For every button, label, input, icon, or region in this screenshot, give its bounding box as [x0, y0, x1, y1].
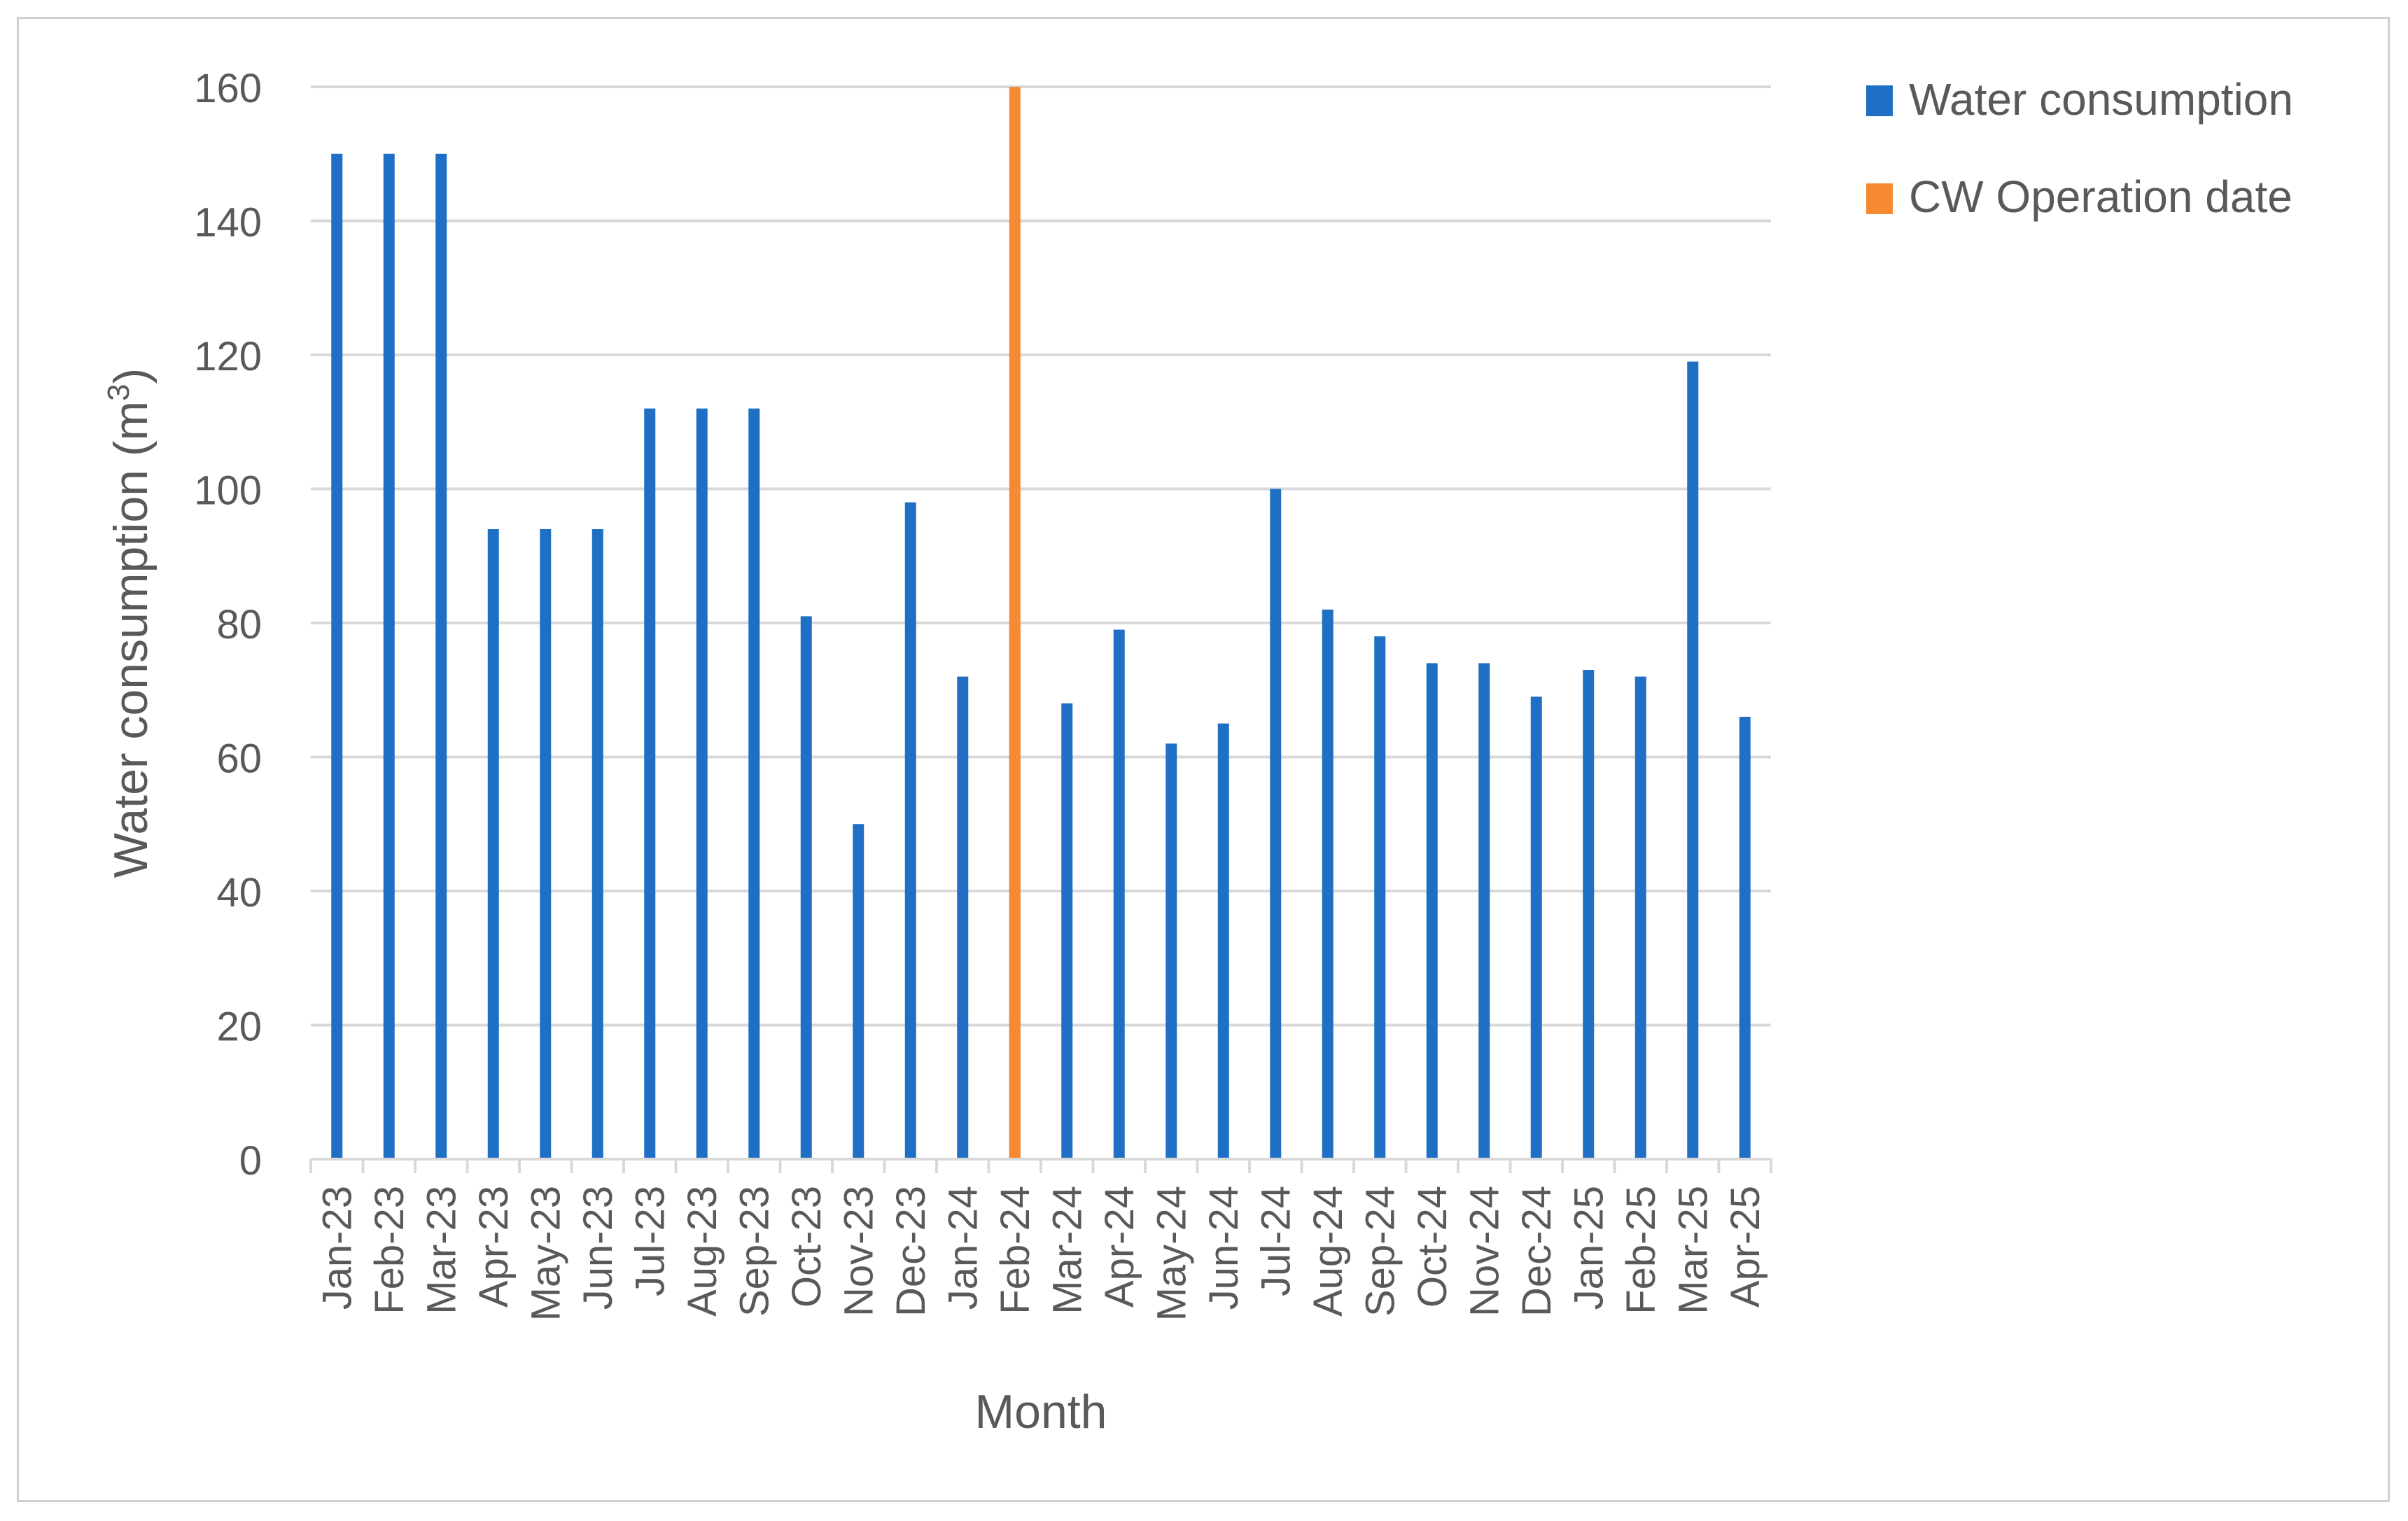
bar-water-consumption	[748, 408, 760, 1159]
bar-water-consumption	[800, 616, 812, 1159]
y-tick-label: 140	[194, 200, 262, 246]
y-tick-labels: 0 20 40 60 80 100 120 140 160	[194, 66, 262, 1184]
bar-water-consumption	[957, 676, 969, 1159]
bar-water-consumption	[1113, 629, 1125, 1159]
x-tick-label: Apr-23	[471, 1186, 517, 1308]
x-tick-label: May-23	[523, 1186, 568, 1321]
y-tick-label: 60	[216, 736, 262, 782]
x-tick-label: Jan-23	[314, 1186, 360, 1310]
legend-swatch-cw-operation-date	[1866, 183, 1893, 214]
bar-water-consumption	[1270, 489, 1282, 1159]
chart-frame	[17, 17, 2390, 1502]
bar-water-consumption	[1322, 609, 1334, 1159]
x-tick-label: Jul-23	[627, 1186, 673, 1296]
bar-water-consumption	[1061, 703, 1073, 1159]
x-tick-label: Apr-24	[1097, 1186, 1142, 1308]
bar-water-consumption	[1374, 636, 1386, 1159]
x-tick-label: Feb-24	[993, 1186, 1038, 1315]
bar-water-consumption	[853, 824, 864, 1159]
bar-water-consumption	[1583, 670, 1595, 1159]
y-tick-label: 160	[194, 66, 262, 111]
y-tick-label: 100	[194, 468, 262, 514]
x-tick-label: Aug-24	[1306, 1186, 1351, 1317]
y-axis-title-main: Water consumption (m	[104, 401, 158, 878]
x-tick-label: Nov-23	[836, 1186, 881, 1317]
x-tick-label: Jun-23	[575, 1186, 621, 1310]
bar-cw-operation-date	[1009, 87, 1021, 1159]
x-tick-label: Dec-23	[888, 1186, 934, 1317]
x-axis-title: Month	[975, 1385, 1107, 1438]
bar-water-consumption	[1478, 663, 1490, 1159]
y-axis-title: Water consumption (m3)	[102, 368, 158, 878]
x-tick-label: Aug-23	[680, 1186, 725, 1317]
y-tick-label: 120	[194, 334, 262, 379]
axis-layer	[309, 1158, 1772, 1173]
x-tick-label: Nov-24	[1462, 1186, 1507, 1317]
bar-layer	[331, 87, 1751, 1160]
x-tick-label: Jul-24	[1253, 1186, 1298, 1296]
bar-water-consumption	[592, 528, 603, 1159]
x-tick-label: Sep-23	[732, 1186, 777, 1317]
bar-water-consumption	[904, 502, 916, 1159]
bar-water-consumption	[331, 153, 343, 1159]
bar-water-consumption	[696, 408, 708, 1159]
bar-water-consumption	[1166, 743, 1177, 1159]
bar-water-consumption	[1687, 361, 1699, 1160]
x-tick-label: Feb-25	[1618, 1186, 1664, 1315]
x-tick-label: Oct-24	[1410, 1186, 1455, 1308]
x-tick-label: Jun-24	[1201, 1186, 1247, 1310]
x-tick-labels: Jan-23 Feb-23 Mar-23 Apr-23 May-23 Jun-23 Jul-…	[314, 1186, 1768, 1321]
x-tick-label: Mar-24	[1044, 1186, 1090, 1315]
legend-label-cw-operation-date: CW Operation date	[1909, 171, 2292, 222]
y-tick-label: 80	[216, 602, 262, 647]
grid-layer	[311, 85, 1771, 1027]
y-tick-label: 40	[216, 870, 262, 916]
bar-water-consumption	[1426, 663, 1438, 1159]
x-tick-label: Mar-23	[419, 1186, 464, 1315]
bar-water-consumption	[1634, 676, 1646, 1159]
bar-water-consumption	[383, 153, 395, 1159]
y-tick-label: 0	[239, 1138, 262, 1184]
y-tick-label: 20	[216, 1004, 262, 1050]
legend-swatch-water-consumption	[1866, 85, 1893, 116]
bar-water-consumption	[1739, 717, 1751, 1159]
x-tick-label: Apr-25	[1723, 1186, 1768, 1308]
x-tick-label: Sep-24	[1357, 1186, 1403, 1317]
x-tick-label: May-24	[1149, 1186, 1194, 1321]
x-tick-label: Dec-24	[1514, 1186, 1560, 1317]
legend: Water consumption CW Operation date	[1866, 74, 2293, 222]
bar-water-consumption	[1530, 696, 1542, 1159]
bar-water-consumption	[644, 408, 656, 1159]
x-tick-label: Oct-23	[784, 1186, 830, 1308]
bar-water-consumption	[487, 528, 499, 1159]
y-axis-title-end: )	[104, 368, 158, 384]
x-tick-label: Jan-25	[1566, 1186, 1611, 1310]
bar-water-consumption	[1217, 723, 1229, 1159]
x-tick-label: Mar-25	[1670, 1186, 1716, 1315]
bar-water-consumption	[435, 153, 447, 1159]
bar-water-consumption	[540, 528, 552, 1159]
y-axis-title-superscript: 3	[102, 384, 136, 400]
x-tick-label: Feb-23	[367, 1186, 412, 1315]
x-tick-label: Jan-24	[940, 1186, 986, 1310]
legend-label-water-consumption: Water consumption	[1909, 74, 2293, 125]
